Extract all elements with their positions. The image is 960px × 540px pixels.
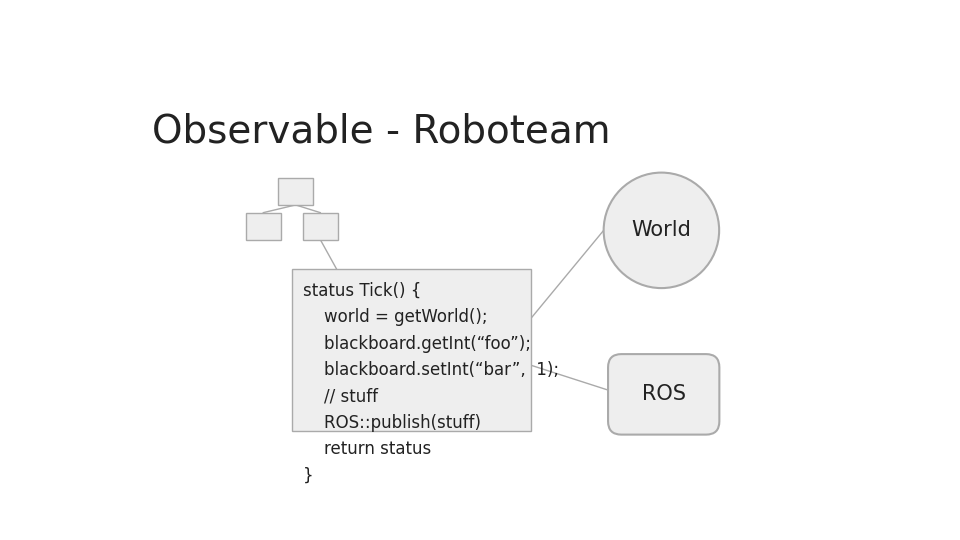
FancyBboxPatch shape — [608, 354, 719, 435]
Text: ROS: ROS — [641, 384, 685, 404]
Text: status Tick() {
    world = getWorld();
    blackboard.getInt(“foo”);
    blackb: status Tick() { world = getWorld(); blac… — [302, 282, 559, 485]
Text: Observable - Roboteam: Observable - Roboteam — [152, 112, 611, 151]
Text: World: World — [632, 220, 691, 240]
FancyBboxPatch shape — [278, 178, 313, 205]
FancyBboxPatch shape — [303, 213, 338, 240]
FancyBboxPatch shape — [246, 213, 280, 240]
FancyBboxPatch shape — [292, 269, 531, 430]
Ellipse shape — [604, 173, 719, 288]
